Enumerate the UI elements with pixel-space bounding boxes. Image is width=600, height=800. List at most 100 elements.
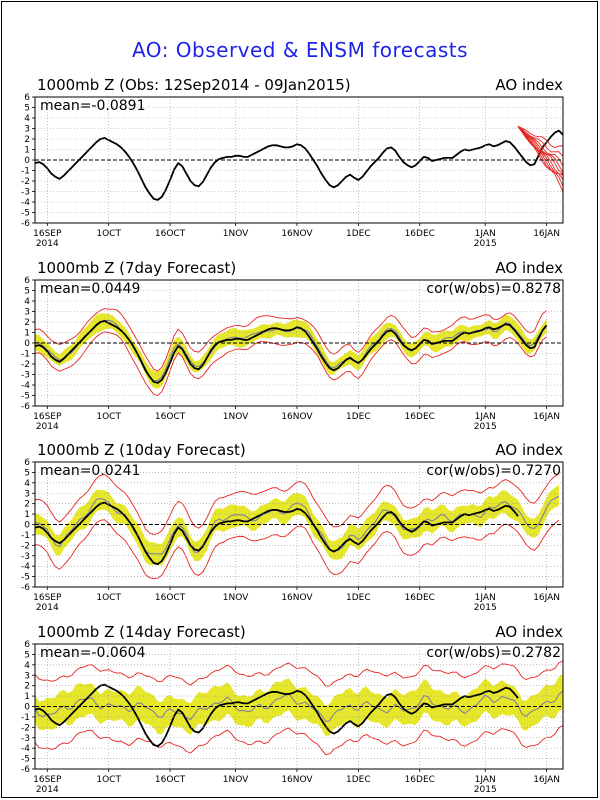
ensemble-max-line: [35, 660, 563, 687]
y-tick-label: 4: [24, 114, 30, 124]
y-tick-label: -6: [21, 402, 30, 412]
y-tick-label: 2: [24, 682, 30, 692]
x-tick-label: 16JAN: [533, 593, 560, 603]
y-tick-label: -2: [21, 177, 30, 187]
x-tick-label: 16DEC: [405, 412, 435, 422]
y-tick-label: 6: [24, 276, 30, 286]
forecast-member-line: [517, 125, 563, 149]
y-tick-label: 6: [24, 640, 30, 650]
y-tick-label: -1: [21, 350, 30, 360]
observed-ao-line: [35, 320, 548, 384]
x-tick-label: 1JAN: [475, 775, 496, 785]
panel-2: 1000mb Z (7day Forecast) AO index -6-5-4-3…: [21, 259, 564, 432]
x-tick-label: 16NOV: [281, 412, 313, 422]
y-tick-label: -5: [21, 573, 30, 583]
y-tick-label: 5: [24, 650, 30, 660]
x-tick-label: 16NOV: [281, 775, 313, 785]
y-tick-label: -1: [21, 531, 30, 541]
x-tick-label: 1OCT: [96, 412, 121, 422]
x-tick-label: 1OCT: [96, 775, 121, 785]
y-tick-label: 4: [24, 661, 30, 671]
forecast-member-line: [517, 126, 563, 180]
panel-1: 1000mb Z (Obs: 12Sep2014 - 09Jan2015) AO …: [21, 76, 564, 249]
plot-area: [35, 308, 548, 397]
panel-index-label: AO index: [495, 76, 563, 94]
mean-stat: mean=-0.0604: [40, 645, 146, 661]
y-tick-label: -3: [21, 371, 30, 381]
x-tick-label: 16NOV: [281, 593, 313, 603]
ensemble-max-line: [35, 473, 560, 535]
y-tick-label: 3: [24, 671, 30, 681]
y-tick-label: -4: [21, 381, 30, 391]
y-tick-label: 0: [24, 156, 30, 166]
x-tick-label: 1DEC: [346, 775, 371, 785]
x-tick-label: 16DEC: [405, 229, 435, 239]
x-tick-year-label: 2014: [36, 785, 59, 795]
y-tick-label: 3: [24, 125, 30, 135]
x-tick-label: 1NOV: [223, 775, 249, 785]
ensemble-min-line: [35, 519, 560, 580]
x-tick-label: 1OCT: [96, 229, 121, 239]
forecast-member-line: [517, 126, 563, 193]
plot-area: [35, 660, 563, 756]
y-tick-label: 0: [24, 339, 30, 349]
y-tick-label: -3: [21, 552, 30, 562]
x-tick-label: 16JAN: [533, 229, 560, 239]
y-tick-label: 4: [24, 297, 30, 307]
y-tick-label: 5: [24, 287, 30, 297]
y-tick-label: -4: [21, 562, 30, 572]
y-tick-label: 2: [24, 318, 30, 328]
x-tick-year-label: 2015: [474, 422, 497, 432]
panel-title: 1000mb Z (14day Forecast): [37, 623, 246, 641]
y-tick-label: -4: [21, 198, 30, 208]
x-tick-year-label: 2015: [474, 785, 497, 795]
y-tick-label: -5: [21, 209, 30, 219]
x-tick-year-label: 2015: [474, 603, 497, 613]
y-tick-label: -3: [21, 734, 30, 744]
ensemble-spread-band: [35, 484, 559, 566]
mean-stat: mean=-0.0891: [40, 98, 145, 114]
ensemble-min-line: [35, 331, 547, 397]
x-tick-label: 16DEC: [405, 593, 435, 603]
y-tick-label: 0: [24, 521, 30, 531]
ensemble-max-line: [35, 308, 547, 372]
panel-index-label: AO index: [495, 259, 563, 277]
x-tick-label: 16OCT: [155, 412, 186, 422]
y-tick-label: -6: [21, 219, 30, 229]
y-tick-label: -5: [21, 392, 30, 402]
x-tick-label: 1NOV: [223, 593, 249, 603]
y-tick-label: 1: [24, 510, 30, 520]
y-tick-label: 1: [24, 692, 30, 702]
x-tick-label: 1JAN: [475, 593, 496, 603]
x-tick-year-label: 2015: [474, 239, 497, 249]
y-tick-label: 6: [24, 458, 30, 468]
forecast-member-line: [517, 126, 563, 157]
y-tick-label: -1: [21, 167, 30, 177]
ensemble-spread-band: [35, 674, 563, 737]
y-tick-label: -6: [21, 583, 30, 593]
correlation-stat: cor(w/obs)=0.8278: [426, 281, 561, 297]
x-tick-label: 16SEP: [33, 593, 62, 603]
panel-index-label: AO index: [495, 441, 563, 459]
observed-ao-line: [35, 129, 563, 201]
figure-title: AO: Observed & ENSM forecasts: [131, 38, 469, 62]
y-tick-label: -5: [21, 755, 30, 765]
y-tick-label: -1: [21, 713, 30, 723]
x-tick-label: 1DEC: [346, 412, 371, 422]
mean-stat: mean=0.0449: [40, 281, 140, 297]
x-tick-label: 16OCT: [155, 229, 186, 239]
x-tick-year-label: 2014: [36, 422, 59, 432]
x-tick-label: 16SEP: [33, 229, 62, 239]
ensemble-spread-band: [35, 313, 547, 389]
x-tick-label: 16OCT: [155, 593, 186, 603]
y-tick-label: -6: [21, 765, 30, 775]
x-tick-label: 1JAN: [475, 412, 496, 422]
y-tick-label: -2: [21, 541, 30, 551]
y-tick-label: -4: [21, 744, 30, 754]
x-tick-label: 16SEP: [33, 775, 62, 785]
x-tick-label: 16NOV: [281, 229, 313, 239]
y-tick-label: -2: [21, 360, 30, 370]
y-tick-label: 6: [24, 93, 30, 103]
x-tick-label: 1NOV: [223, 412, 249, 422]
